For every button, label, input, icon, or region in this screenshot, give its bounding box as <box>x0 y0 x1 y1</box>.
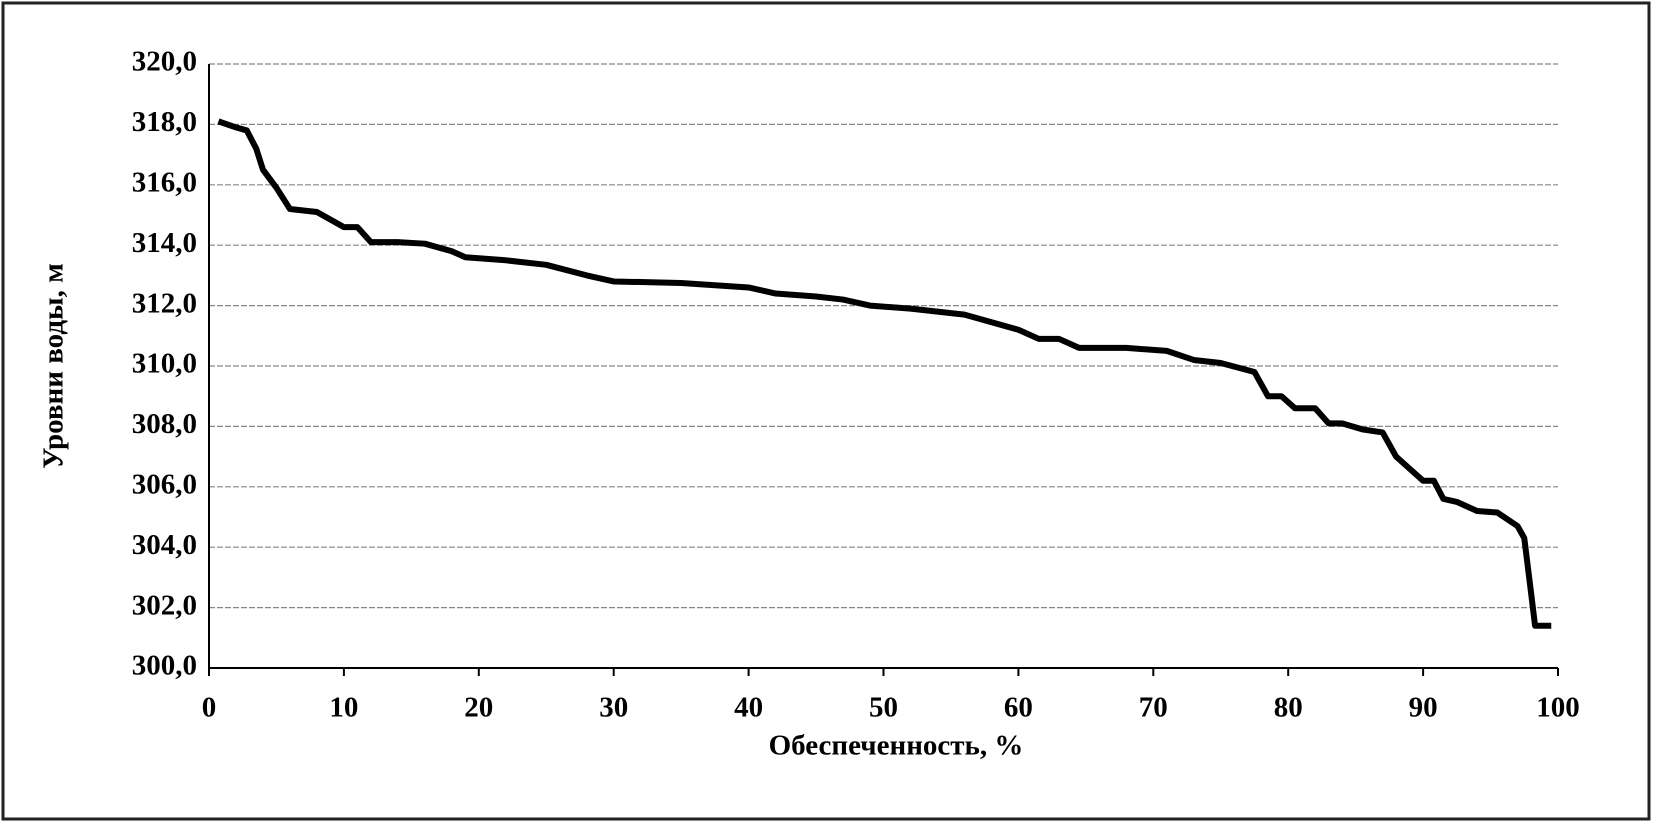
y-tick-label: 314,0 <box>132 227 197 259</box>
x-tick-label: 70 <box>1139 692 1168 724</box>
x-tick-label: 90 <box>1409 692 1438 724</box>
y-tick-label: 304,0 <box>132 529 197 561</box>
y-tick-label: 308,0 <box>132 408 197 440</box>
y-tick-label: 310,0 <box>132 348 197 380</box>
y-axis-label: Уровни воды, м <box>38 263 70 469</box>
x-tick-label: 30 <box>599 692 628 724</box>
y-tick-label: 302,0 <box>132 589 197 621</box>
y-tick-label: 312,0 <box>132 287 197 319</box>
y-tick-label: 318,0 <box>132 106 197 138</box>
x-tick-label: 10 <box>329 692 358 724</box>
x-tick-label: 100 <box>1536 692 1580 724</box>
y-tick-label: 300,0 <box>132 650 197 682</box>
y-tick-label: 316,0 <box>132 166 197 198</box>
x-tick-label: 60 <box>1004 692 1033 724</box>
x-tick-label: 80 <box>1274 692 1303 724</box>
data-line <box>217 118 1552 629</box>
x-tick-label: 20 <box>464 692 493 724</box>
x-tick-label: 0 <box>202 692 217 724</box>
y-tick-label: 306,0 <box>132 468 197 500</box>
x-axis-label: Обеспеченность, % <box>769 730 1024 762</box>
y-tick-label: 320,0 <box>132 46 197 78</box>
x-tick-label: 50 <box>869 692 898 724</box>
x-tick-label: 40 <box>734 692 763 724</box>
